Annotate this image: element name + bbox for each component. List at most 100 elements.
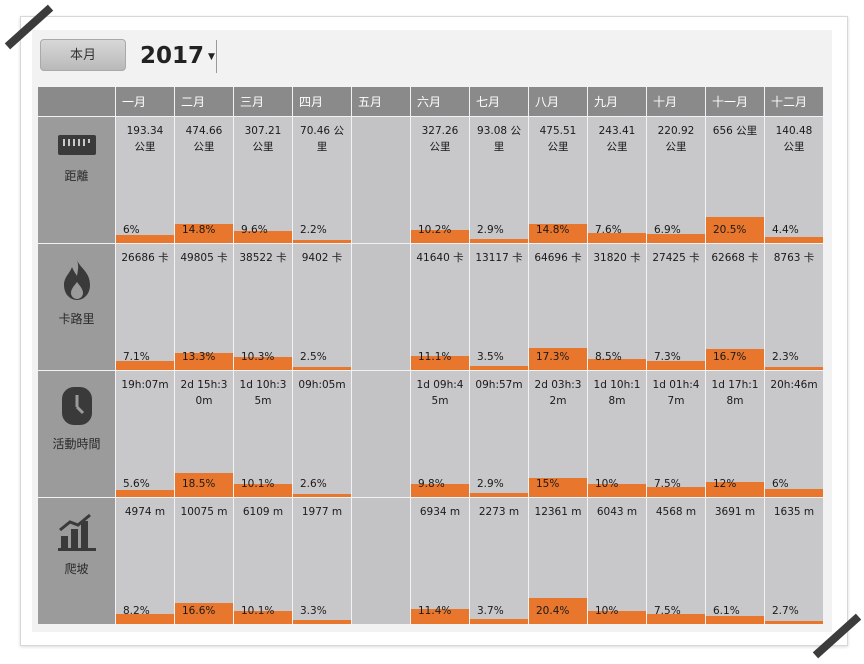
- stat-cell: 307.21 公里 9.6%: [234, 117, 292, 243]
- stat-value: 93.08 公里: [477, 125, 521, 153]
- stat-cell: 13117 卡 3.5%: [470, 244, 528, 370]
- percent-bar: [234, 357, 292, 370]
- month-header: 八月: [529, 87, 587, 116]
- percent-bar: [470, 366, 528, 370]
- year-value: 2017: [140, 43, 205, 69]
- percent-bar: [175, 603, 233, 624]
- month-header: 十一月: [706, 87, 764, 116]
- percent-bar: [470, 619, 528, 624]
- percent-label: 7.1%: [123, 351, 150, 363]
- stat-value: 27425 卡: [652, 252, 700, 264]
- percent-label: 2.7%: [772, 605, 799, 617]
- percent-bar: [647, 361, 705, 370]
- percent-label: 6%: [123, 224, 140, 236]
- percent-label: 2.3%: [772, 351, 799, 363]
- percent-label: 10.1%: [241, 605, 275, 617]
- stat-cell: 243.41 公里 7.6%: [588, 117, 646, 243]
- stat-value: 19h:07m: [121, 379, 169, 391]
- stat-cell: 41640 卡 11.1%: [411, 244, 469, 370]
- percent-bar: [116, 614, 174, 624]
- month-header: 十月: [647, 87, 705, 116]
- stat-value: 1977 m: [301, 506, 343, 518]
- stat-value: 2d 03h:32m: [534, 379, 582, 407]
- stat-value: 09h:57m: [475, 379, 523, 391]
- percent-label: 12%: [713, 478, 737, 490]
- month-header: 十二月: [765, 87, 823, 116]
- stat-value: 26686 卡: [121, 252, 169, 264]
- percent-label: 3.5%: [477, 351, 504, 363]
- percent-bar: [588, 359, 646, 370]
- stat-value: 193.34 公里: [126, 125, 164, 153]
- stat-cell: 8763 卡 2.3%: [765, 244, 823, 370]
- percent-label: 10%: [595, 605, 619, 617]
- percent-bar: [470, 239, 528, 243]
- stat-cell: 327.26 公里 10.2%: [411, 117, 469, 243]
- stat-value: 6109 m: [242, 506, 284, 518]
- stat-value: 307.21 公里: [244, 125, 282, 153]
- row-label: 活動時間: [52, 437, 101, 451]
- stat-cell: 475.51 公里 14.8%: [529, 117, 587, 243]
- stat-cell: 09h:57m 2.9%: [470, 371, 528, 497]
- monthly-stats-table: 一月 二月 三月 四月 五月 六月 七月 八月 九月 十月 十一月 十二月 距離 193.34 公里 6% 4…: [38, 87, 823, 624]
- percent-bar: [529, 224, 587, 243]
- percent-bar: [116, 361, 174, 370]
- month-header: 四月: [293, 87, 351, 116]
- percent-label: 14.8%: [182, 224, 216, 236]
- percent-bar: [116, 235, 174, 243]
- stat-cell: 19h:07m 5.6%: [116, 371, 174, 497]
- percent-label: 11.4%: [418, 605, 452, 617]
- percent-label: 20.5%: [713, 224, 747, 236]
- percent-label: 2.9%: [477, 478, 504, 490]
- stat-value: 1d 10h:18m: [593, 379, 641, 407]
- stat-value: 475.51 公里: [539, 125, 577, 153]
- percent-label: 8.2%: [123, 605, 150, 617]
- stat-cell: 2d 15h:30m 18.5%: [175, 371, 233, 497]
- stat-cell: 2d 03h:32m 15%: [529, 371, 587, 497]
- stat-cell: 6934 m 11.4%: [411, 498, 469, 624]
- stat-value: 8763 卡: [773, 252, 815, 264]
- climb-chart-icon: [56, 512, 98, 552]
- percent-label: 6.1%: [713, 605, 740, 617]
- percent-bar: [706, 616, 764, 624]
- percent-bar: [175, 473, 233, 497]
- row-header: 距離: [38, 117, 115, 243]
- stat-cell: 1635 m 2.7%: [765, 498, 823, 624]
- stat-value: 31820 卡: [593, 252, 641, 264]
- percent-bar: [706, 482, 764, 497]
- percent-bar: [234, 484, 292, 497]
- stat-value: 6934 m: [419, 506, 461, 518]
- stat-cell: 656 公里 20.5%: [706, 117, 764, 243]
- this-month-button[interactable]: 本月: [40, 39, 126, 71]
- stat-value: 656 公里: [712, 125, 758, 137]
- percent-label: 16.6%: [182, 605, 216, 617]
- row-header: 爬坡: [38, 498, 115, 624]
- year-dropdown[interactable]: 2017 ▼: [140, 41, 215, 71]
- percent-label: 6.9%: [654, 224, 681, 236]
- stat-value: 9402 卡: [301, 252, 343, 264]
- percent-bar: [411, 609, 469, 624]
- percent-label: 10%: [595, 478, 619, 490]
- percent-bar: [234, 231, 292, 243]
- stat-cell: [352, 117, 410, 243]
- percent-label: 18.5%: [182, 478, 216, 490]
- header-corner: [38, 87, 115, 116]
- percent-label: 3.7%: [477, 605, 504, 617]
- stat-value: 64696 卡: [534, 252, 582, 264]
- percent-bar: [588, 233, 646, 243]
- percent-bar: [293, 620, 351, 624]
- percent-bar: [529, 348, 587, 370]
- percent-label: 13.3%: [182, 351, 216, 363]
- percent-label: 2.2%: [300, 224, 327, 236]
- stat-value: 41640 卡: [416, 252, 464, 264]
- stat-cell: 1d 09h:45m 9.8%: [411, 371, 469, 497]
- month-header: 三月: [234, 87, 292, 116]
- stat-cell: 38522 卡 10.3%: [234, 244, 292, 370]
- stat-cell: 3691 m 6.1%: [706, 498, 764, 624]
- stat-value: 49805 卡: [180, 252, 228, 264]
- stat-cell: 474.66 公里 14.8%: [175, 117, 233, 243]
- stat-value: 2d 15h:30m: [180, 379, 228, 407]
- percent-bar: [647, 487, 705, 497]
- month-header: 二月: [175, 87, 233, 116]
- row-header: 活動時間: [38, 371, 115, 497]
- stat-value: 1d 17h:18m: [711, 379, 759, 407]
